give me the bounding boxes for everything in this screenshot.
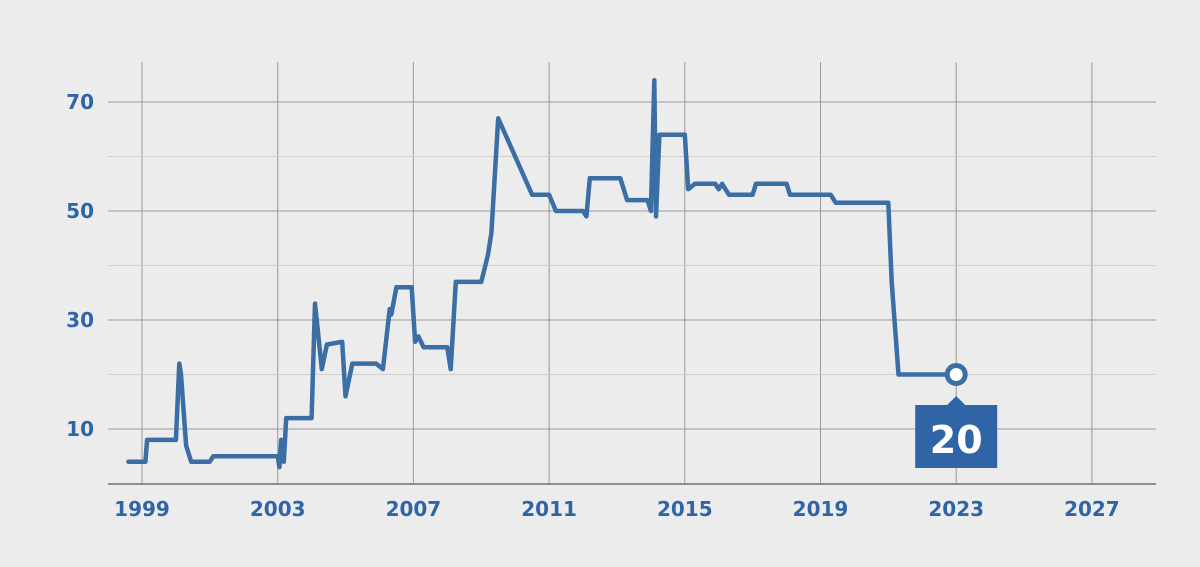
x-tick-label-2023: 2023 (928, 497, 984, 521)
x-tick-label-1999: 1999 (114, 497, 170, 521)
y-tick-label-30: 30 (66, 308, 94, 332)
x-axis-tick-labels: 1999 2003 2007 2011 2015 2019 2023 2027 (114, 497, 1120, 521)
y-tick-label-10: 10 (66, 417, 94, 441)
last-value-label: 20 (930, 418, 983, 462)
horizontal-gridlines (108, 101, 1156, 430)
last-value-callout: 20 (915, 363, 998, 468)
x-tick-label-2019: 2019 (793, 497, 849, 521)
y-axis-tick-labels: 10 30 50 70 (66, 90, 94, 441)
vertical-gridlines (141, 62, 1093, 484)
series-line (126, 77, 959, 470)
last-value-marker (944, 363, 968, 386)
y-tick-label-70: 70 (66, 90, 94, 114)
x-tick-label-2003: 2003 (250, 497, 306, 521)
y-tick-label-50: 50 (66, 199, 94, 223)
x-tick-label-2015: 2015 (657, 497, 713, 521)
x-tick-label-2011: 2011 (521, 497, 577, 521)
last-value-badge (915, 396, 998, 468)
x-tick-label-2007: 2007 (386, 497, 442, 521)
x-tick-label-2027: 2027 (1064, 497, 1120, 521)
